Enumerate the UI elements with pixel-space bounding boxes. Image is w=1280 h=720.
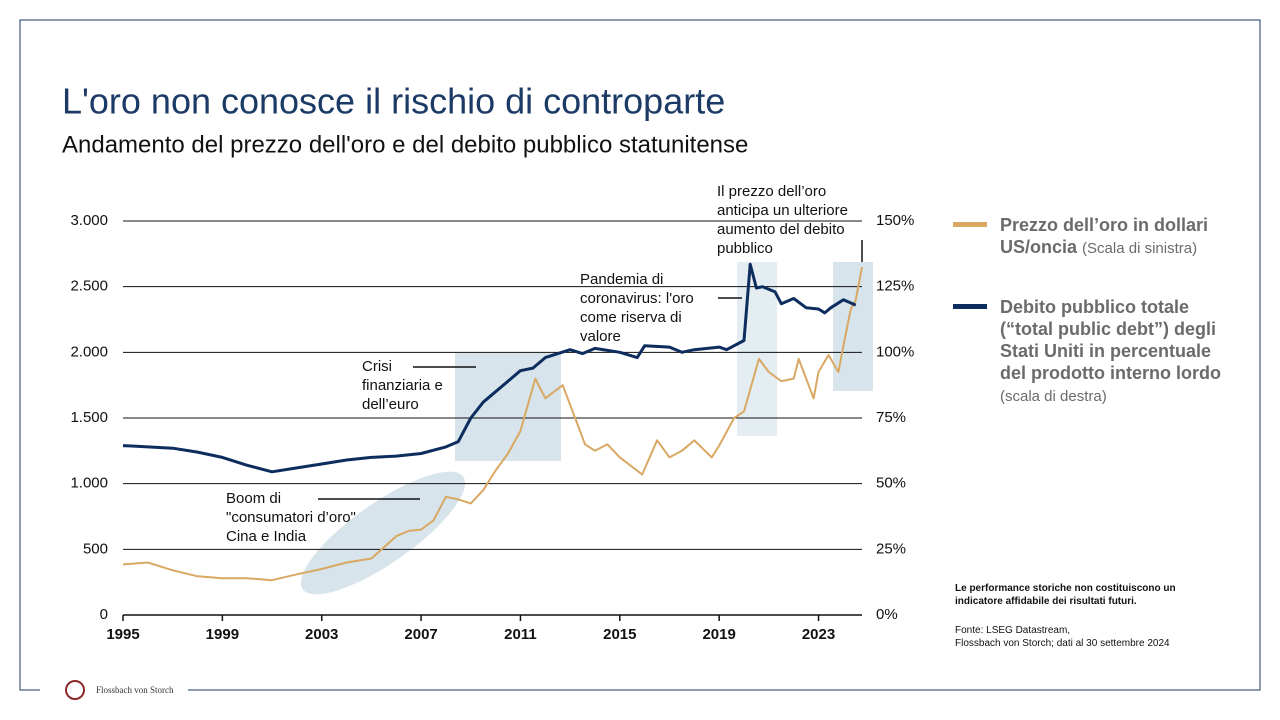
logo-bg (40, 675, 188, 705)
legend-swatch (953, 304, 987, 309)
highlight-box (455, 353, 561, 461)
x-tick-label: 2019 (702, 626, 735, 643)
source: Fonte: LSEG Datastream, Flossbach von Sto… (955, 624, 1215, 650)
series-line (122, 266, 863, 582)
y2-tick-label: 0% (876, 606, 898, 623)
title: L'oro non conosce il rischio di contropa… (62, 81, 725, 122)
annotation: Il prezzo dell’oro (717, 183, 826, 200)
brand: Flossbach von Storch (96, 685, 174, 695)
y-tick-label: 2.000 (70, 343, 108, 360)
annotation: coronavirus: l'oro (580, 290, 694, 307)
subtitle: Andamento del prezzo dell'oro e del debi… (62, 131, 748, 158)
y-tick-label: 1.500 (70, 409, 108, 426)
annotation: Pandemia di (580, 271, 663, 288)
x-tick-label: 1999 (206, 626, 239, 643)
y2-tick-label: 50% (876, 475, 906, 492)
series-line (122, 262, 857, 474)
x-tick-label: 2023 (802, 626, 835, 643)
annotation: anticipa un ulteriore (717, 202, 848, 219)
annotation: aumento del debito (717, 221, 845, 238)
annotation: Crisi (362, 358, 392, 375)
y2-tick-label: 100% (876, 343, 914, 360)
y2-tick-label: 75% (876, 409, 906, 426)
legend-label: Debito pubblico totale (“total public de… (1000, 297, 1221, 383)
x-tick-label: 2007 (404, 626, 437, 643)
disclaimer: Le performance storiche non costituiscon… (955, 583, 1176, 607)
y2-tick-label: 125% (876, 278, 914, 295)
annotation: pubblico (717, 240, 773, 257)
annotation: Boom di (226, 490, 281, 507)
y-tick-label: 500 (83, 540, 108, 557)
annotation: Cina e India (226, 528, 307, 545)
annotation: "consumatori d’oro" (226, 509, 356, 526)
legend-swatch (953, 222, 987, 227)
x-tick-label: 2003 (305, 626, 338, 643)
y-tick-label: 2.500 (70, 278, 108, 295)
legend-note: (Scala di sinistra) (1082, 240, 1198, 257)
legend-entry: Prezzo dell’oro in dollari US/oncia (Sca… (1000, 214, 1230, 260)
x-tick-label: 2011 (504, 626, 537, 643)
annotation: come riserva di (580, 309, 682, 326)
y2-tick-label: 150% (876, 212, 914, 229)
y-tick-label: 0 (100, 606, 108, 623)
y-tick-label: 3.000 (70, 212, 108, 229)
source-line: Fonte: LSEG Datastream, (955, 625, 1071, 636)
legend-note: (scala di destra) (1000, 388, 1107, 405)
y-tick-label: 1.000 (70, 475, 108, 492)
highlight-ellipse (300, 471, 466, 595)
annotation: valore (580, 328, 621, 345)
annotation: dell’euro (362, 396, 419, 413)
source-line: Flossbach von Storch; dati al 30 settemb… (955, 638, 1170, 649)
x-tick-label: 1995 (106, 626, 139, 643)
annotation: finanziaria e (362, 377, 443, 394)
legend-entry: Debito pubblico totale (“total public de… (1000, 296, 1230, 408)
y2-tick-label: 25% (876, 540, 906, 557)
x-tick-label: 2015 (603, 626, 636, 643)
legend-label: Prezzo dell’oro in dollari US/oncia (1000, 215, 1209, 257)
logo-mark (65, 680, 85, 700)
